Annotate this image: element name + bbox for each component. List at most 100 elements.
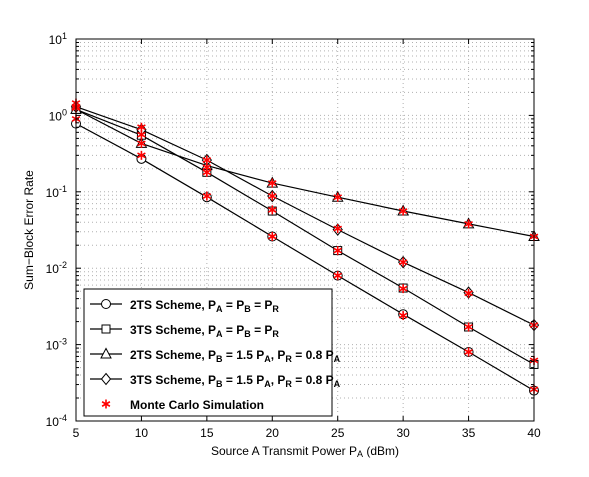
- asterisk-stroke: [398, 312, 408, 319]
- asterisk-stroke: [398, 259, 408, 266]
- legend-label-part: = 1.5 P: [223, 348, 265, 362]
- legend-label: 2TS Scheme, PB = 1.5 PA, PR = 0.8 PA: [130, 348, 341, 364]
- circle-marker: [101, 299, 111, 309]
- monte-carlo-point: [137, 138, 146, 148]
- legend-label-part: = 0.8 P: [292, 373, 334, 387]
- monte-carlo-point: [464, 219, 473, 229]
- x-tick-label: 20: [266, 426, 280, 440]
- legend-label-subscript: R: [272, 329, 279, 339]
- y-tick-label-exponent: -4: [59, 413, 67, 423]
- asterisk-stroke: [464, 290, 473, 297]
- plot-frame: [75, 38, 535, 422]
- asterisk-marker: [101, 399, 111, 409]
- legend-label-part: = P: [223, 323, 245, 337]
- y-tick-label: 10-2: [46, 260, 67, 276]
- legend-label-part: = P: [251, 298, 273, 312]
- legend-label-part: 2TS Scheme, P: [130, 298, 216, 312]
- asterisk-stroke: [137, 152, 146, 159]
- legend-label-part: , P: [271, 373, 286, 387]
- x-axis-label-subscript: A: [357, 449, 363, 459]
- asterisk-stroke: [267, 180, 277, 187]
- y-axis-label: Sum−Block Error Rate: [22, 170, 36, 290]
- legend-label-part: 3TS Scheme, P: [130, 373, 216, 387]
- legend-label: Monte Carlo Simulation: [130, 398, 264, 412]
- asterisk-stroke: [464, 220, 473, 227]
- legend-label-part: , P: [271, 348, 286, 362]
- legend-label-part: 2TS Scheme, P: [130, 348, 216, 362]
- legend-label: 3TS Scheme, PB = 1.5 PA, PR = 0.8 PA: [130, 373, 341, 389]
- monte-carlo-point: [267, 191, 277, 201]
- asterisk-stroke: [202, 193, 212, 199]
- legend-label-subscript: A: [334, 354, 341, 364]
- legend-box: [83, 288, 333, 417]
- asterisk-stroke: [202, 164, 212, 171]
- monte-carlo-point: [398, 206, 408, 216]
- x-tick-label: 40: [527, 426, 541, 440]
- x-tick-label: 35: [462, 426, 476, 440]
- series-line: [75, 106, 535, 326]
- x-tick-label: 30: [396, 426, 410, 440]
- legend-label-subscript: A: [334, 379, 341, 389]
- asterisk-stroke: [267, 193, 277, 199]
- legend-label-subscript: R: [285, 354, 292, 364]
- monte-carlo-point: [137, 150, 146, 160]
- asterisk-stroke: [333, 272, 343, 279]
- x-tick-label: 15: [200, 426, 214, 440]
- legend-entry: Monte Carlo Simulation: [101, 398, 264, 412]
- x-axis-label: Source A Transmit Power PA (dBm): [211, 444, 399, 459]
- legend-label-subscript: B: [244, 329, 251, 339]
- series-line: [75, 123, 535, 392]
- series-line: [75, 108, 535, 238]
- y-tick-label-exponent: 1: [62, 31, 67, 41]
- monte-carlo-point: [333, 246, 343, 256]
- legend-label-subscript: R: [272, 304, 279, 314]
- y-tick-label-base: 10: [46, 262, 60, 276]
- y-tick-label: 100: [49, 107, 67, 123]
- monte-carlo-point: [398, 311, 408, 321]
- legend-label-subscript: A: [264, 379, 271, 389]
- x-tick-label: 5: [73, 426, 80, 440]
- y-tick-label-base: 10: [46, 415, 60, 429]
- monte-carlo-point: [202, 191, 212, 201]
- y-tick-label-exponent: 0: [62, 107, 67, 117]
- y-tick-label: 10-1: [46, 184, 67, 200]
- legend-label-part: = 0.8 P: [292, 348, 334, 362]
- asterisk-stroke: [333, 247, 343, 254]
- y-tick-label-exponent: -1: [59, 184, 67, 194]
- legend-label-subscript: A: [216, 304, 223, 314]
- monte-carlo-point: [202, 155, 212, 165]
- asterisk-stroke: [137, 140, 146, 147]
- legend-entry: 3TS Scheme, PA = PB = PR: [90, 323, 279, 339]
- monte-carlo-point: [333, 192, 343, 202]
- monte-carlo-point: [333, 224, 343, 234]
- asterisk-stroke: [333, 194, 343, 201]
- monte-carlo-point: [464, 347, 473, 357]
- x-tick-label: 10: [135, 426, 149, 440]
- diamond-marker: [100, 372, 112, 386]
- asterisk-stroke: [398, 285, 408, 292]
- asterisk-stroke: [398, 208, 408, 214]
- legend-label-subscript: B: [216, 354, 223, 364]
- y-tick-label-base: 10: [49, 33, 63, 47]
- asterisk-stroke: [202, 157, 212, 164]
- legend-entry: 2TS Scheme, PA = PB = PR: [90, 298, 279, 314]
- y-tick-label-base: 10: [46, 186, 60, 200]
- y-tick-label-base: 10: [49, 109, 63, 123]
- monte-carlo-point: [333, 271, 343, 281]
- legend-label-part: Monte Carlo Simulation: [130, 398, 264, 412]
- monte-carlo-point: [398, 257, 408, 267]
- triangle-marker: [100, 347, 112, 359]
- legend-label-part: = 1.5 P: [223, 373, 265, 387]
- asterisk-stroke: [137, 124, 146, 131]
- monte-carlo-point: [267, 205, 277, 215]
- asterisk-stroke: [464, 324, 473, 330]
- y-tick-label: 10-3: [46, 337, 67, 353]
- legend-label-part: 3TS Scheme, P: [130, 323, 216, 337]
- square-marker: [101, 324, 111, 334]
- x-axis-label-main: Source A Transmit Power P: [211, 444, 357, 458]
- monte-carlo-point: [398, 284, 408, 294]
- asterisk-stroke: [267, 233, 277, 240]
- asterisk-stroke: [333, 225, 343, 232]
